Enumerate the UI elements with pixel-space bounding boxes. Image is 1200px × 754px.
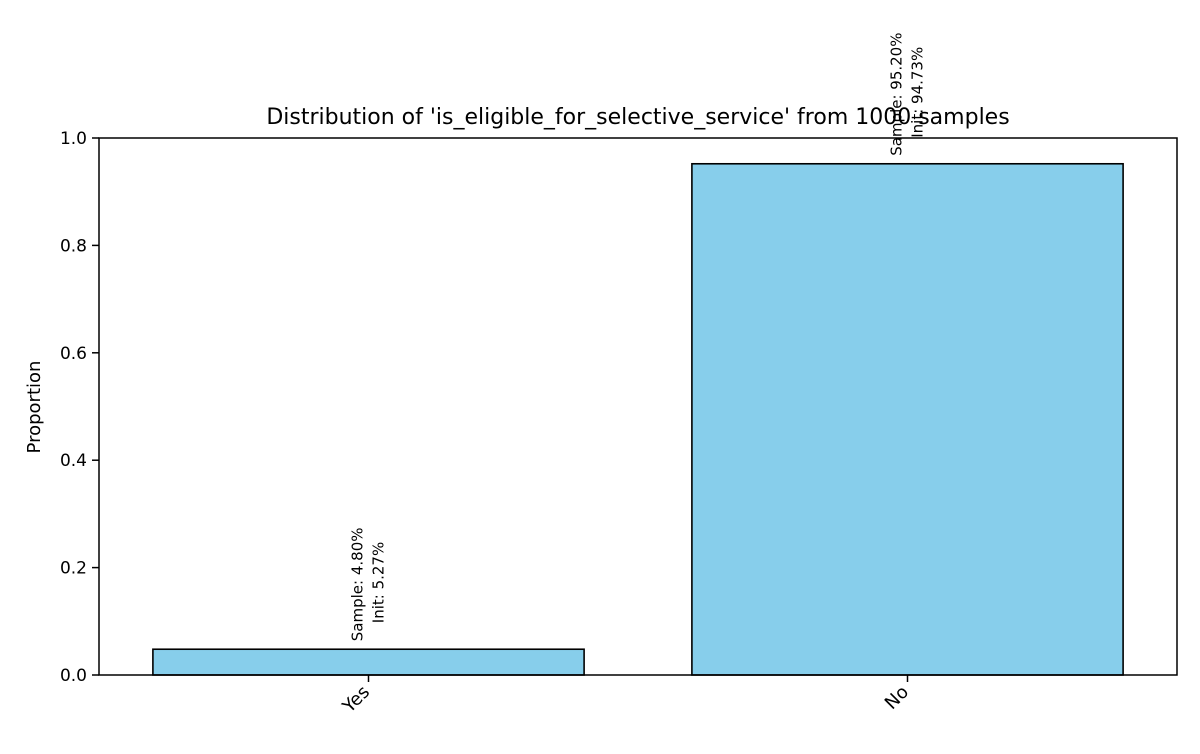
x-tick-label-yes: Yes: [338, 682, 374, 718]
y-tick-label: 0.2: [60, 559, 87, 579]
y-tick-label: 0.8: [60, 236, 87, 256]
y-tick-label: 1.0: [60, 129, 87, 149]
y-tick-label: 0.4: [60, 451, 87, 471]
bar-yes: [152, 648, 585, 676]
x-axis: Yes No: [338, 675, 913, 718]
bar-label-sample: Sample: 95.20%: [888, 33, 906, 156]
bar-label-init: Init: 5.27%: [370, 542, 388, 623]
bar-label-sample: Sample: 4.80%: [349, 528, 367, 642]
x-tick-label-no: No: [881, 682, 913, 714]
bars-layer: [152, 162, 1124, 676]
bar-labels-layer: Sample: 4.80% Init: 5.27% Sample: 95.20% In…: [349, 33, 927, 642]
y-axis-label: Proportion: [24, 361, 45, 454]
y-tick-label: 0.0: [60, 666, 87, 686]
bar-no: [691, 162, 1124, 676]
bar-label-init: Init: 94.73%: [909, 47, 927, 138]
chart-title: Distribution of 'is_eligible_for_selecti…: [266, 105, 1009, 130]
y-tick-label: 0.6: [60, 344, 87, 364]
y-axis: 0.0 0.2 0.4 0.6 0.8 1.0: [60, 129, 99, 686]
plot-frame: [98, 137, 1178, 676]
